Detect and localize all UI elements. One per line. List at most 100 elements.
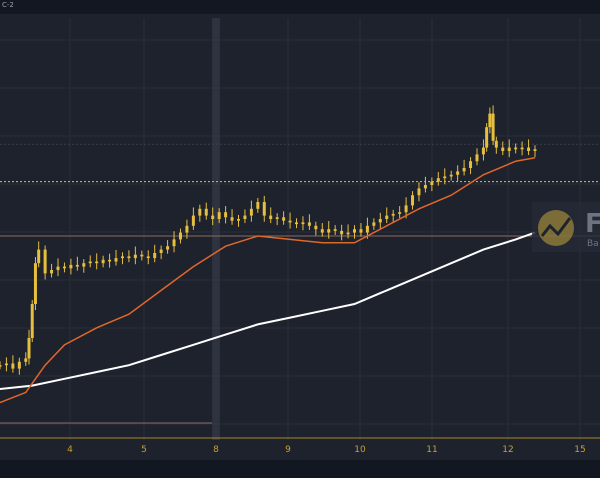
candle xyxy=(320,229,324,233)
candle xyxy=(166,246,170,250)
candle xyxy=(398,212,402,214)
candle xyxy=(120,256,124,259)
grid xyxy=(0,18,600,440)
candle xyxy=(88,261,92,264)
candle xyxy=(346,232,350,235)
candle xyxy=(533,149,537,151)
candle xyxy=(340,230,344,235)
logo-subtext: Ba xyxy=(587,239,599,249)
x-tick-label: 11 xyxy=(426,445,437,455)
candle xyxy=(301,222,305,225)
x-axis: 4 5 8 9 10 11 12 15 xyxy=(0,437,600,455)
x-tick-label: 12 xyxy=(502,445,513,455)
brand-logo: F Ba xyxy=(532,202,600,252)
candle xyxy=(275,217,279,219)
candle xyxy=(249,208,253,216)
candle xyxy=(224,212,228,218)
x-tick-label: 10 xyxy=(354,445,366,455)
candle xyxy=(295,222,299,225)
candle xyxy=(404,205,408,213)
candle xyxy=(24,358,28,362)
crosshair-band xyxy=(212,18,220,440)
candle xyxy=(230,217,234,221)
candle xyxy=(353,229,357,233)
candle xyxy=(62,266,66,269)
candle xyxy=(140,254,144,257)
candle xyxy=(307,222,311,226)
candle xyxy=(236,219,240,221)
candle xyxy=(314,225,318,230)
candle xyxy=(127,256,131,259)
candle xyxy=(37,249,41,264)
logo-chart-icon xyxy=(540,217,572,237)
candle xyxy=(256,202,260,209)
candle xyxy=(146,256,150,259)
candle xyxy=(372,222,376,226)
x-tick-label: 15 xyxy=(574,445,585,455)
candle xyxy=(462,168,466,172)
candle xyxy=(385,215,389,219)
candle xyxy=(436,178,440,182)
candle xyxy=(288,220,292,223)
candle xyxy=(494,140,498,148)
candle xyxy=(50,270,54,274)
candle xyxy=(69,264,73,269)
candle xyxy=(417,188,421,196)
chart-header: C-2 xyxy=(0,0,600,14)
candle xyxy=(262,202,266,216)
crosshair-line xyxy=(212,18,220,440)
candle xyxy=(378,219,382,223)
ma-fast-line xyxy=(0,157,536,404)
candle xyxy=(198,208,202,216)
candle xyxy=(456,171,460,175)
candle xyxy=(282,217,286,221)
candle xyxy=(4,363,8,366)
candle xyxy=(485,127,489,148)
candle xyxy=(153,253,157,259)
candle xyxy=(95,261,99,264)
candle xyxy=(359,229,363,233)
candle xyxy=(423,185,427,189)
candle xyxy=(333,229,337,231)
candle xyxy=(101,259,105,264)
candle xyxy=(469,161,473,168)
candle xyxy=(27,338,31,359)
candle xyxy=(43,249,47,274)
candle xyxy=(33,263,37,304)
candle xyxy=(133,254,137,259)
candle xyxy=(211,215,215,219)
candle xyxy=(488,113,492,128)
candle xyxy=(185,225,189,233)
candle xyxy=(430,181,434,185)
candle xyxy=(527,147,531,151)
horizontal-lines xyxy=(0,143,600,424)
candle xyxy=(507,147,511,151)
candle xyxy=(159,249,163,253)
logo-text: F xyxy=(585,209,600,239)
x-tick-label: 9 xyxy=(285,445,291,455)
chart-header-label: C-2 xyxy=(2,1,14,9)
candle xyxy=(501,147,505,151)
candles xyxy=(0,105,537,375)
candle xyxy=(365,225,369,233)
candle xyxy=(243,215,247,219)
candle xyxy=(56,266,60,270)
candle xyxy=(204,208,208,216)
candle xyxy=(514,147,518,150)
x-tick-label: 8 xyxy=(213,445,219,455)
candle xyxy=(114,258,118,262)
candle xyxy=(269,215,273,219)
candle xyxy=(217,212,221,219)
candle xyxy=(82,263,86,267)
x-tick-label: 5 xyxy=(141,445,147,455)
candle xyxy=(491,113,495,141)
candle xyxy=(475,154,479,162)
candle xyxy=(327,229,331,233)
candle xyxy=(17,361,21,369)
ma-slow-line xyxy=(0,231,536,390)
x-tick-label: 4 xyxy=(67,445,73,455)
candle xyxy=(481,147,485,155)
candle xyxy=(0,365,2,367)
